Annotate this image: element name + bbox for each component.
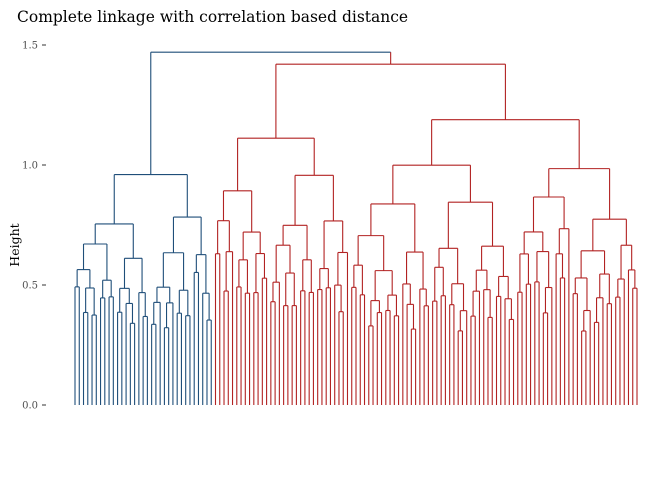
y-tick-label: 1.5 [22, 41, 38, 52]
y-axis: 0.0 0.5 1.0 1.5 [22, 41, 46, 412]
y-tick-label: 0.5 [22, 281, 38, 292]
chart-title: Complete linkage with correlation based … [17, 8, 408, 26]
dendrogram-tree [74, 51, 638, 405]
y-axis-title: Height [7, 223, 22, 266]
y-tick-label: 1.0 [22, 161, 38, 172]
y-tick-label: 0.0 [22, 401, 38, 412]
